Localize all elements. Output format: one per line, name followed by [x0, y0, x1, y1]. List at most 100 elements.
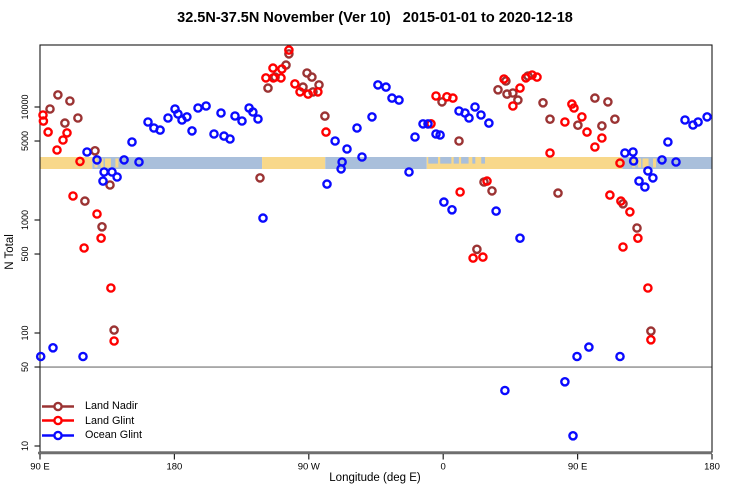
data-point-ocean-glint	[435, 130, 445, 140]
data-point-land-glint	[106, 283, 116, 293]
data-point-land-glint	[508, 101, 518, 111]
data-point-ocean-glint	[628, 156, 639, 166]
data-point-land-glint	[646, 334, 656, 345]
data-point-land-nadir	[437, 97, 447, 107]
data-point-land-nadir	[538, 98, 548, 108]
data-point-ocean-glint	[112, 172, 122, 182]
data-point-ocean-glint	[568, 430, 578, 441]
y-tick-label: 10	[20, 441, 30, 451]
data-point-ocean-glint	[648, 173, 658, 183]
map-band-land	[262, 157, 326, 169]
data-point-land-nadir	[255, 173, 265, 183]
data-point-land-glint	[38, 116, 49, 126]
data-point-land-glint	[268, 73, 279, 83]
data-point-ocean-glint	[634, 176, 644, 186]
data-point-ocean-glint	[119, 155, 129, 165]
legend-item-land-nadir: Land Nadir	[41, 399, 142, 414]
data-point-ocean-glint	[182, 112, 192, 122]
data-point-ocean-glint	[367, 112, 377, 122]
chart-title: 32.5N-37.5N November (Ver 10) 2015-01-01…	[177, 10, 573, 26]
data-point-ocean-glint	[693, 117, 703, 127]
data-point-land-glint	[582, 127, 592, 137]
map-band-island	[115, 158, 119, 168]
data-point-land-nadir	[97, 221, 107, 232]
data-point-land-glint	[590, 142, 600, 152]
data-point-land-glint	[618, 242, 628, 252]
data-point-land-glint	[313, 87, 323, 97]
legend-label: Land Nadir	[85, 400, 138, 412]
data-point-land-glint	[515, 83, 525, 93]
data-point-ocean-glint	[107, 167, 117, 177]
map-band-island	[653, 158, 656, 168]
data-point-land-glint	[303, 89, 313, 99]
map-band-land	[426, 157, 623, 169]
data-point-ocean-glint	[342, 144, 352, 154]
data-point-land-nadir	[90, 145, 100, 156]
data-point-ocean-glint	[560, 376, 570, 387]
data-point-land-nadir	[263, 83, 273, 93]
data-point-land-glint	[499, 74, 509, 84]
data-point-ocean-glint	[628, 147, 638, 157]
data-point-land-nadir	[109, 325, 119, 335]
data-point-ocean-glint	[464, 113, 474, 123]
data-point-ocean-glint	[484, 118, 494, 128]
data-point-land-glint	[58, 135, 68, 145]
data-point-ocean-glint	[230, 111, 240, 121]
data-point-land-glint	[482, 176, 492, 186]
data-point-land-glint	[527, 70, 537, 80]
y-tick-label: 5000	[20, 131, 30, 151]
map-band-sea	[461, 157, 469, 164]
data-point-ocean-glint	[248, 107, 258, 117]
data-point-ocean-glint	[99, 167, 109, 177]
data-point-ocean-glint	[330, 136, 340, 146]
data-point-land-glint	[615, 158, 625, 168]
legend-label: Ocean Glint	[85, 429, 143, 442]
data-point-ocean-glint	[476, 110, 486, 120]
legend-item-ocean-glint: Ocean Glint	[41, 428, 142, 443]
legend-item-land-glint: Land Glint	[41, 414, 142, 429]
data-point-ocean-glint	[201, 101, 211, 111]
data-point-ocean-glint	[620, 148, 630, 158]
data-point-ocean-glint	[48, 342, 58, 353]
data-point-land-glint	[277, 64, 287, 74]
data-point-ocean-glint	[663, 137, 673, 147]
data-point-ocean-glint	[127, 137, 137, 147]
data-point-land-nadir	[508, 88, 518, 98]
map-band-ocean	[325, 157, 427, 169]
data-point-ocean-glint	[134, 157, 144, 167]
data-point-land-glint	[545, 148, 555, 158]
data-point-land-nadir	[487, 186, 497, 196]
data-point-ocean-glint	[418, 119, 428, 129]
x-tick-label: 0	[441, 462, 446, 473]
data-point-land-glint	[109, 336, 119, 346]
data-point-land-glint	[261, 73, 271, 83]
data-point-land-glint	[92, 209, 102, 219]
data-point-land-nadir	[646, 326, 656, 336]
data-point-ocean-glint	[258, 213, 268, 223]
data-point-ocean-glint	[657, 155, 667, 165]
data-point-land-glint	[569, 103, 579, 113]
data-point-land-glint	[633, 233, 643, 243]
data-point-land-nadir	[454, 136, 464, 146]
data-point-ocean-glint	[470, 102, 480, 112]
data-point-ocean-glint	[155, 125, 165, 135]
data-point-ocean-glint	[216, 108, 226, 118]
data-point-ocean-glint	[381, 82, 391, 92]
data-point-ocean-glint	[35, 351, 46, 362]
map-band-island	[104, 158, 111, 168]
data-point-land-nadir	[60, 118, 70, 128]
data-point-land-nadir	[105, 180, 115, 190]
data-point-land-glint	[68, 191, 78, 201]
data-point-land-glint	[62, 128, 72, 138]
data-point-ocean-glint	[322, 179, 332, 189]
data-point-land-glint	[52, 145, 62, 155]
data-point-land-nadir	[53, 90, 63, 100]
data-point-land-glint	[79, 243, 89, 253]
data-point-ocean-glint	[98, 176, 108, 186]
map-band-sea	[453, 157, 459, 164]
data-point-land-nadir	[553, 188, 563, 198]
data-point-ocean-glint	[163, 113, 173, 123]
data-point-ocean-glint	[439, 197, 449, 207]
